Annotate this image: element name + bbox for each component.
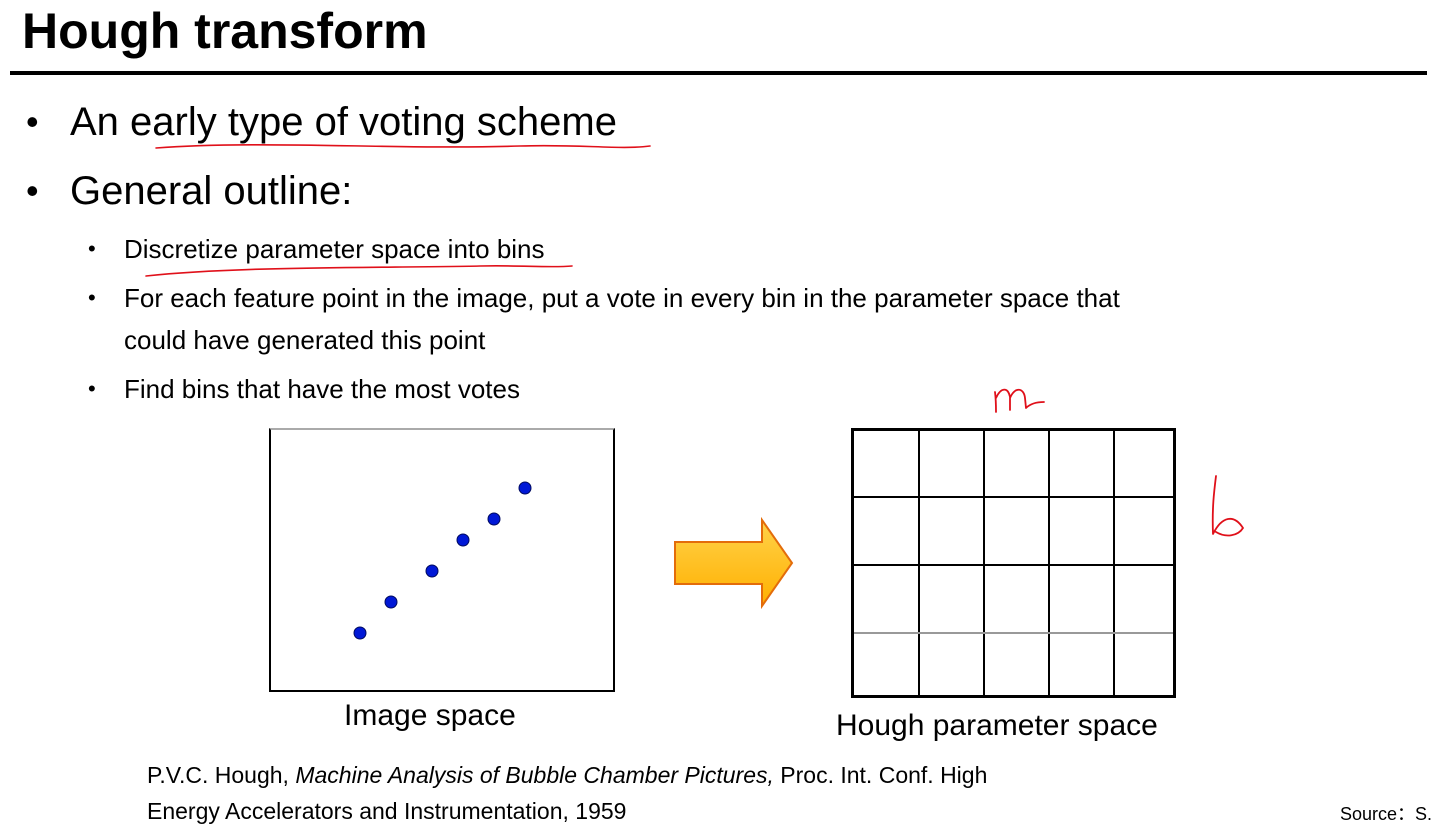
image-space-panel	[269, 428, 615, 692]
sub-bullet-vote-continued: could have generated this point	[124, 325, 486, 355]
reference-title: Machine Analysis of Bubble Chamber Pictu…	[295, 762, 774, 788]
sub-bullet-text: For each feature point in the image, put…	[124, 283, 1120, 313]
bullet-glyph: •	[88, 236, 96, 261]
grid-line	[854, 496, 1173, 498]
feature-point	[353, 626, 367, 640]
grid-line	[854, 564, 1173, 566]
bullet-text: General outline:	[70, 169, 353, 213]
right-arrow-icon	[674, 516, 794, 610]
feature-point	[487, 512, 501, 526]
reference-author: P.V.C. Hough,	[147, 762, 296, 788]
feature-point	[456, 533, 470, 547]
grid-line	[1113, 431, 1115, 695]
sub-bullet-text: Find bins that have the most votes	[124, 374, 520, 404]
slide-title: Hough transform	[22, 3, 428, 59]
grid-line	[983, 431, 985, 695]
reference-line-2: Energy Accelerators and Instrumentation,…	[147, 798, 627, 824]
feature-point	[518, 481, 532, 495]
bullet-glyph: •	[88, 285, 96, 310]
hough-parameter-grid	[851, 428, 1176, 698]
bullet-text: An early type of voting scheme	[70, 100, 617, 144]
reference-line-1: P.V.C. Hough, Machine Analysis of Bubble…	[147, 757, 987, 793]
title-divider	[10, 71, 1427, 75]
grid-line	[854, 632, 1173, 634]
bullet-voting-scheme: • An early type of voting scheme	[26, 98, 617, 146]
parameter-space-caption: Hough parameter space	[836, 709, 1158, 742]
grid-line	[918, 431, 920, 695]
grid-line	[1048, 431, 1050, 695]
source-credit: Source：S.	[1340, 804, 1433, 824]
reference-venue: Proc. Int. Conf. High	[773, 762, 988, 788]
sub-bullet-vote: • For each feature point in the image, p…	[88, 277, 1120, 319]
bullet-glyph: •	[26, 101, 39, 142]
feature-point	[425, 564, 439, 578]
feature-point	[384, 595, 398, 609]
image-space-caption: Image space	[344, 699, 516, 732]
handwritten-m	[994, 388, 1045, 413]
sub-bullet-text: Discretize parameter space into bins	[124, 234, 545, 264]
bullet-general-outline: • General outline:	[26, 167, 353, 215]
handwritten-b	[1211, 475, 1244, 537]
bullet-glyph: •	[26, 170, 39, 211]
sub-bullet-find-bins: • Find bins that have the most votes	[88, 368, 520, 410]
bullet-glyph: •	[88, 376, 96, 401]
reference-citation: P.V.C. Hough, Machine Analysis of Bubble…	[147, 757, 987, 829]
sub-bullet-discretize: • Discretize parameter space into bins	[88, 228, 545, 270]
